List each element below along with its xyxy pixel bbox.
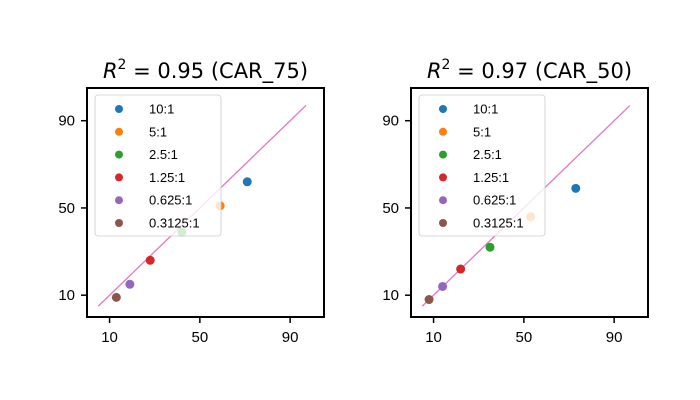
- legend-label: 0.3125:1: [473, 216, 524, 231]
- legend-label: 5:1: [149, 124, 167, 139]
- legend-marker: [439, 127, 447, 136]
- legend-label: 1.25:1: [149, 170, 185, 185]
- legend-marker: [439, 173, 447, 182]
- legend-label: 10:1: [473, 102, 498, 117]
- legend-frame: [94, 94, 222, 237]
- legend-label: 5:1: [473, 124, 491, 139]
- data-point-0-625-1: [438, 281, 448, 291]
- legend-label: 10:1: [149, 102, 174, 117]
- legend: 10:1 5:1 2.5:1 1.25:1 0.625:1 0.3125:1: [94, 94, 222, 237]
- x-tick-label: 50: [516, 329, 533, 346]
- y-tick-label: 50: [58, 200, 75, 217]
- legend-label: 0.625:1: [473, 193, 516, 208]
- legend-label: 2.5:1: [149, 147, 178, 162]
- y-tick-label: 50: [382, 200, 399, 217]
- legend-label: 1.25:1: [473, 170, 509, 185]
- legend-marker: [115, 105, 123, 113]
- chart-title: R2 = 0.95 (CAR_75): [103, 57, 308, 84]
- axes-frame: [410, 87, 649, 318]
- legend-marker: [439, 219, 447, 227]
- legend-marker: [439, 150, 447, 159]
- data-point-2-5-1: [485, 242, 495, 252]
- axes-frame: [86, 87, 325, 318]
- data-point-0-3125-1: [424, 295, 434, 305]
- legend-label: 0.625:1: [149, 193, 192, 208]
- chart-panel-1: 10:1 5:1 2.5:1 1.25:1 0.625:1 0.3125:1 10 50 90 1…: [58, 57, 325, 346]
- legend: 10:1 5:1 2.5:1 1.25:1 0.625:1 0.3125:1: [418, 94, 546, 237]
- legend-marker: [115, 196, 123, 205]
- chart-title: R2 = 0.97 (CAR_50): [427, 57, 632, 84]
- legend-frame: [418, 94, 546, 237]
- x-tick-label: 90: [606, 329, 623, 346]
- legend-marker: [115, 173, 123, 182]
- chart-panel-2: 10:1 5:1 2.5:1 1.25:1 0.625:1 0.3125:1 10 50 90 1…: [382, 57, 649, 346]
- title-value: = 0.95 (CAR_75): [126, 59, 308, 84]
- data-point-0-3125-1: [111, 292, 121, 302]
- title-variable: R: [427, 59, 442, 83]
- title-value: = 0.97 (CAR_50): [450, 59, 632, 84]
- legend-marker: [115, 219, 123, 227]
- x-tick-label: 10: [101, 329, 118, 346]
- legend-marker: [439, 196, 447, 205]
- legend-marker: [115, 127, 123, 136]
- legend-label: 0.3125:1: [149, 216, 200, 231]
- y-tick-label: 90: [382, 113, 399, 130]
- legend-marker: [439, 105, 447, 113]
- title-superscript: 2: [118, 57, 127, 73]
- legend-marker: [115, 150, 123, 159]
- data-point-0-625-1: [125, 279, 135, 289]
- data-point-10-1: [242, 177, 252, 187]
- x-tick-label: 90: [282, 329, 299, 346]
- x-tick-label: 10: [425, 329, 442, 346]
- x-tick-label: 50: [192, 329, 209, 346]
- y-tick-label: 90: [58, 113, 75, 130]
- title-variable: R: [103, 59, 118, 83]
- data-point-1-25-1: [145, 255, 155, 265]
- y-tick-label: 10: [58, 287, 75, 304]
- title-superscript: 2: [442, 57, 451, 73]
- data-point-1-25-1: [456, 264, 466, 274]
- data-point-10-1: [571, 183, 581, 193]
- y-tick-label: 10: [382, 287, 399, 304]
- legend-label: 2.5:1: [473, 147, 502, 162]
